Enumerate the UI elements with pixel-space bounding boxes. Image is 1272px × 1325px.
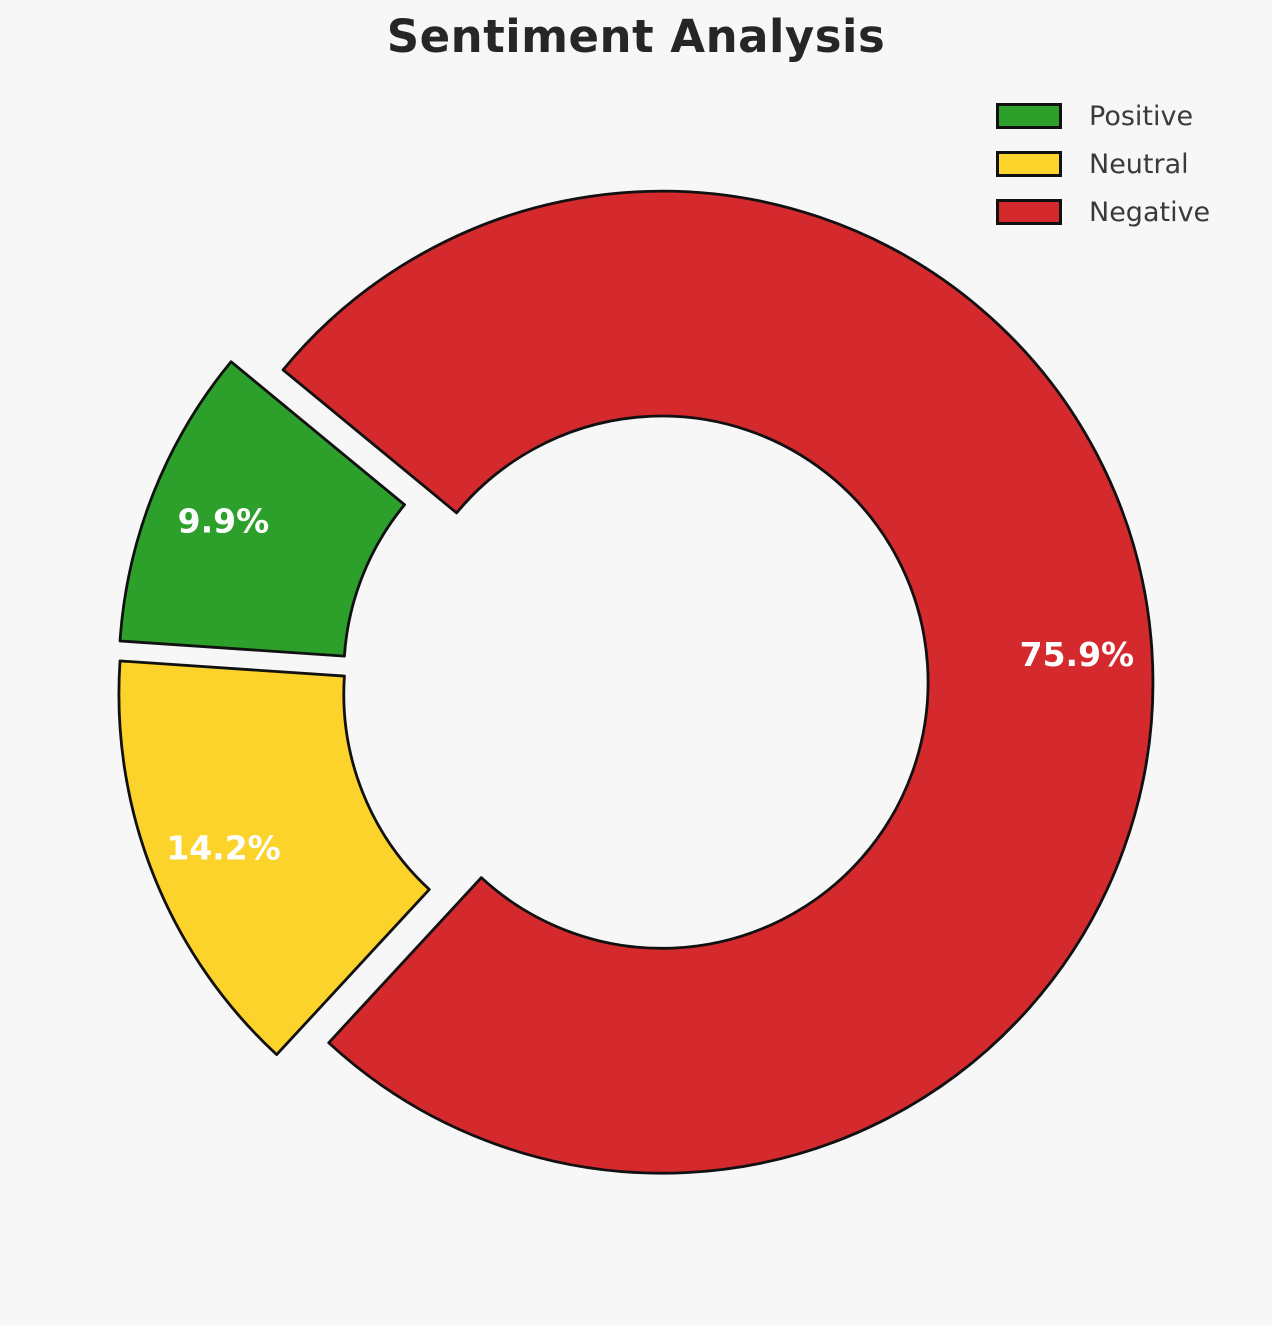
pct-label-positive: 9.9% [178, 501, 270, 540]
pct-label-negative: 75.9% [1020, 635, 1135, 674]
legend-swatch-negative [996, 199, 1062, 225]
legend-item-positive: Positive [996, 92, 1210, 140]
legend-label-negative: Negative [1089, 196, 1211, 228]
legend-swatch-neutral [996, 151, 1062, 177]
wedge-negative [281, 189, 1155, 1175]
wedge-neutral [117, 659, 431, 1056]
pct-label-neutral: 14.2% [166, 829, 281, 868]
legend-item-neutral: Neutral [996, 140, 1210, 188]
legend-item-negative: Negative [996, 188, 1210, 236]
chart-title: Sentiment Analysis [386, 10, 886, 63]
chart-legend: Positive Neutral Negative [996, 92, 1210, 236]
legend-label-positive: Positive [1089, 100, 1194, 132]
legend-swatch-positive [996, 103, 1062, 129]
wedge-positive [118, 360, 406, 658]
legend-label-neutral: Neutral [1089, 148, 1189, 180]
